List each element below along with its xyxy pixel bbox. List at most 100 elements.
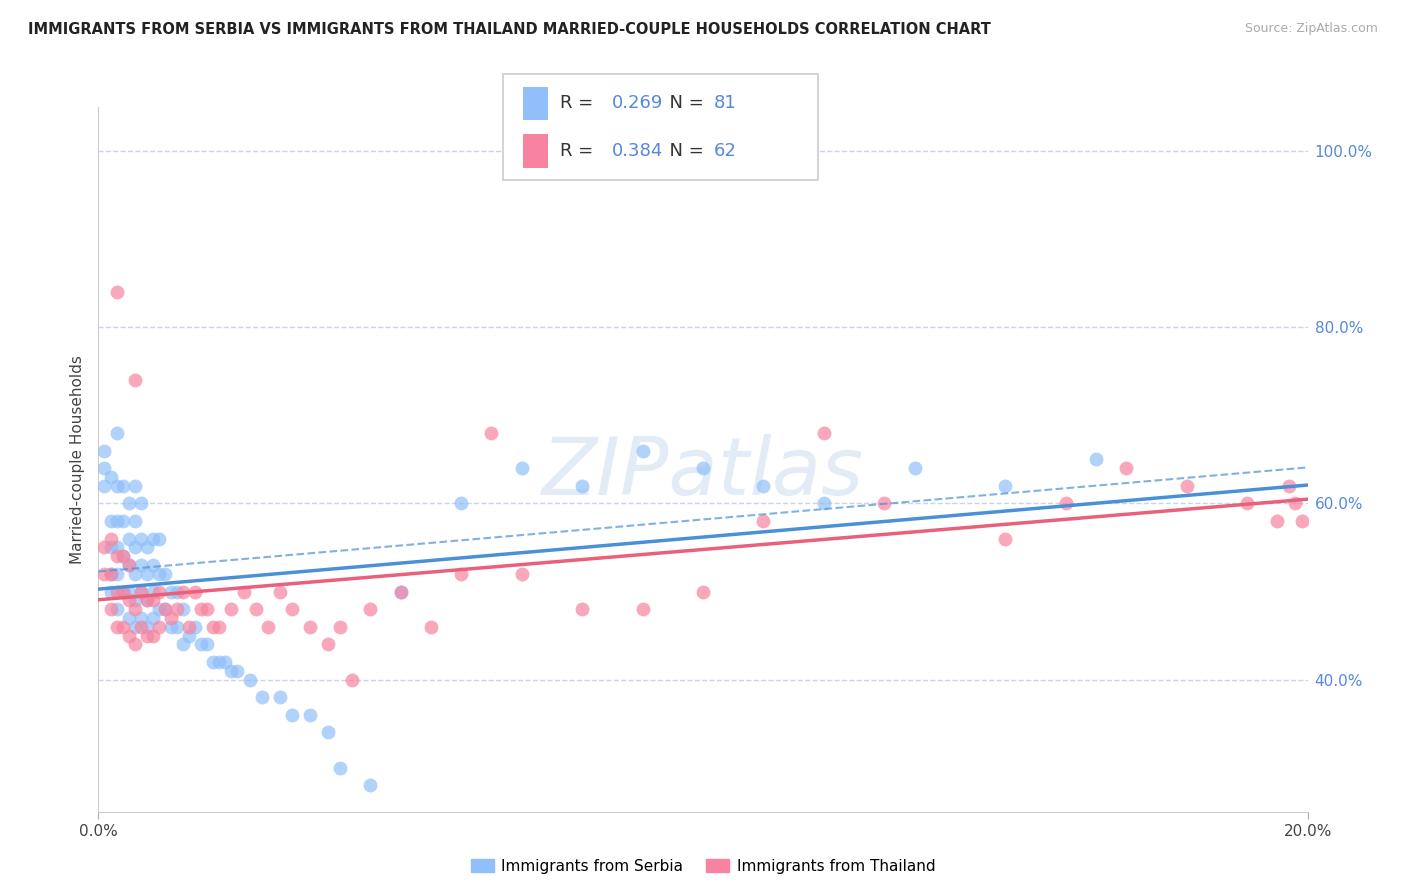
Point bbox=[420, 620, 443, 634]
Point bbox=[360, 602, 382, 616]
Point bbox=[631, 443, 654, 458]
Point bbox=[148, 584, 170, 599]
Text: R =: R = bbox=[560, 142, 599, 160]
Point bbox=[111, 549, 134, 564]
Text: 0.269: 0.269 bbox=[612, 95, 664, 112]
Point bbox=[129, 558, 152, 573]
Point bbox=[232, 584, 254, 599]
Text: 62: 62 bbox=[714, 142, 737, 160]
Point bbox=[111, 620, 134, 634]
Point bbox=[124, 373, 146, 387]
Point bbox=[142, 628, 165, 642]
Point bbox=[208, 655, 231, 669]
Point bbox=[148, 620, 170, 634]
Point bbox=[129, 584, 152, 599]
Point bbox=[135, 566, 157, 581]
Point bbox=[752, 514, 775, 528]
Point bbox=[631, 602, 654, 616]
Point bbox=[129, 532, 152, 546]
Point bbox=[692, 584, 714, 599]
Point bbox=[105, 479, 128, 493]
Point bbox=[389, 584, 412, 599]
Point bbox=[1278, 479, 1301, 493]
Point bbox=[316, 725, 339, 739]
Point bbox=[142, 584, 165, 599]
Point bbox=[100, 470, 122, 484]
Point bbox=[105, 602, 128, 616]
Point bbox=[148, 602, 170, 616]
Point bbox=[148, 532, 170, 546]
Point bbox=[160, 611, 183, 625]
Point bbox=[100, 566, 122, 581]
Point bbox=[190, 637, 212, 651]
Point bbox=[195, 637, 218, 651]
Point bbox=[166, 584, 188, 599]
Point bbox=[481, 425, 503, 440]
Point bbox=[100, 514, 122, 528]
Point bbox=[166, 620, 188, 634]
Point bbox=[111, 479, 134, 493]
Point bbox=[111, 584, 134, 599]
Point bbox=[124, 593, 146, 607]
Text: R =: R = bbox=[560, 95, 599, 112]
Point bbox=[118, 584, 141, 599]
Point bbox=[105, 620, 128, 634]
Point bbox=[316, 637, 339, 651]
Point bbox=[269, 690, 291, 705]
Point bbox=[118, 611, 141, 625]
Point bbox=[1236, 496, 1258, 510]
Text: Source: ZipAtlas.com: Source: ZipAtlas.com bbox=[1244, 22, 1378, 36]
Text: 81: 81 bbox=[714, 95, 737, 112]
Point bbox=[124, 620, 146, 634]
Point bbox=[100, 541, 122, 555]
Point bbox=[389, 584, 412, 599]
Point bbox=[160, 584, 183, 599]
Point bbox=[172, 584, 194, 599]
Point bbox=[184, 620, 207, 634]
Point bbox=[105, 425, 128, 440]
Point bbox=[510, 566, 533, 581]
Point bbox=[118, 558, 141, 573]
Point bbox=[105, 514, 128, 528]
Point bbox=[1054, 496, 1077, 510]
Point bbox=[118, 593, 141, 607]
Legend: Immigrants from Serbia, Immigrants from Thailand: Immigrants from Serbia, Immigrants from … bbox=[464, 853, 942, 880]
Point bbox=[124, 637, 146, 651]
Point bbox=[160, 620, 183, 634]
Text: N =: N = bbox=[658, 142, 710, 160]
Point bbox=[202, 620, 225, 634]
Point bbox=[93, 461, 115, 475]
Point bbox=[111, 549, 134, 564]
Point bbox=[510, 461, 533, 475]
Point bbox=[226, 664, 249, 678]
Point bbox=[1175, 479, 1198, 493]
Point bbox=[190, 602, 212, 616]
Point bbox=[124, 566, 146, 581]
Point bbox=[124, 541, 146, 555]
Point bbox=[124, 602, 146, 616]
Point bbox=[329, 761, 352, 775]
Point bbox=[142, 593, 165, 607]
Text: IMMIGRANTS FROM SERBIA VS IMMIGRANTS FROM THAILAND MARRIED-COUPLE HOUSEHOLDS COR: IMMIGRANTS FROM SERBIA VS IMMIGRANTS FRO… bbox=[28, 22, 991, 37]
Point bbox=[202, 655, 225, 669]
Point bbox=[105, 549, 128, 564]
Point bbox=[172, 602, 194, 616]
Point bbox=[450, 496, 472, 510]
Point bbox=[124, 514, 146, 528]
Point bbox=[100, 532, 122, 546]
Text: 0.384: 0.384 bbox=[612, 142, 664, 160]
Point bbox=[299, 620, 322, 634]
Point bbox=[135, 541, 157, 555]
Point bbox=[179, 628, 201, 642]
Point bbox=[118, 628, 141, 642]
Point bbox=[124, 479, 146, 493]
Point bbox=[118, 532, 141, 546]
Point bbox=[571, 602, 593, 616]
Point bbox=[813, 425, 835, 440]
Text: N =: N = bbox=[658, 95, 710, 112]
Point bbox=[135, 620, 157, 634]
Point bbox=[142, 611, 165, 625]
Point bbox=[142, 558, 165, 573]
Point bbox=[1085, 452, 1108, 467]
Point bbox=[269, 584, 291, 599]
